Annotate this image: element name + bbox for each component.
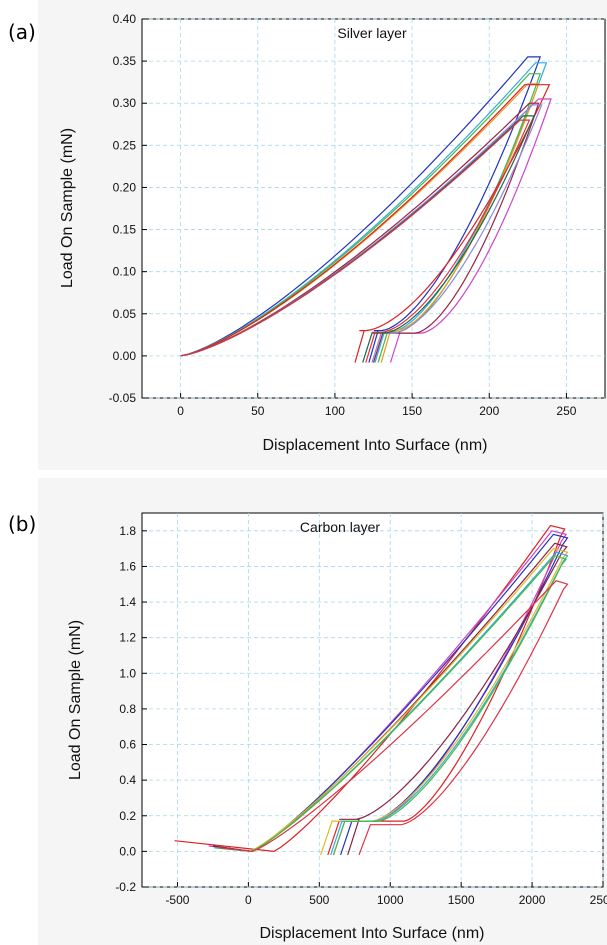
y-tick-label: 0.00: [113, 349, 137, 363]
x-tick-label: 250: [556, 404, 576, 418]
series-group: [180, 56, 552, 363]
y-tick-label: 0.0: [119, 844, 136, 858]
y-tick-label: -0.05: [109, 391, 137, 405]
series-line-7: [219, 580, 569, 856]
series-line-2: [212, 533, 569, 856]
x-tick-label: 1000: [377, 893, 404, 907]
x-tick-label: 200: [479, 404, 499, 418]
y-tick-label: 0.10: [113, 265, 137, 279]
y-tick-label: 1.4: [119, 595, 136, 609]
x-tick-label: 100: [325, 404, 345, 418]
series-line-6: [215, 555, 568, 856]
panel-b-letter: (b): [8, 512, 37, 536]
x-tick-label: 0: [245, 893, 252, 907]
y-tick-label: 0.6: [119, 738, 136, 752]
y-axis-label: Load On Sample (mN): [59, 128, 76, 288]
y-tick-label: 0.8: [119, 702, 136, 716]
chart-panel-1: -500 0 500 1000 1500 2000 2500 -0.2 0.0 0.2 0.4 0.6…: [67, 512, 607, 942]
series-group: [174, 524, 569, 856]
panel-a-letter: (a): [8, 20, 36, 44]
x-axis-label: Displacement Into Surface (nm): [263, 437, 488, 454]
y-tick-label: 0.25: [113, 138, 137, 152]
y-tick-label: 0.15: [113, 223, 137, 237]
series-line-0: [180, 56, 542, 363]
panel-annotation: Carbon layer: [300, 519, 380, 535]
y-tick-label: 1.0: [119, 666, 136, 680]
y-tick-label: 1.2: [119, 631, 136, 645]
y-tick-label: -0.2: [115, 880, 136, 894]
series-line-4: [180, 84, 551, 363]
x-tick-label: 150: [402, 404, 422, 418]
y-tick-label: 0.20: [113, 180, 137, 194]
plot-frame: [141, 18, 606, 399]
y-tick-label: 0.4: [119, 773, 136, 787]
y-tick-label: 1.8: [119, 524, 136, 538]
x-tick-label: 2500: [590, 893, 607, 907]
x-tick-label: 0: [177, 404, 184, 418]
x-tick-label: 2000: [519, 893, 546, 907]
series-line-9: [180, 119, 531, 363]
chart-panel-0: 0 50 100 150 200 250 -0.05 0.00 0.05 0.10 0.15 0.20…: [59, 12, 606, 454]
y-tick-label: 0.2: [119, 809, 136, 823]
y-tick-label: 0.40: [113, 12, 137, 26]
panel-annotation: Silver layer: [337, 25, 407, 41]
y-tick-label: 0.05: [113, 307, 137, 321]
y-tick-label: 0.30: [113, 96, 137, 110]
series-line-6: [180, 102, 540, 363]
x-tick-label: 500: [309, 893, 329, 907]
x-tick-label: -500: [165, 893, 189, 907]
x-axis-label: Displacement Into Surface (nm): [260, 925, 485, 942]
x-tick-label: 50: [251, 404, 265, 418]
x-tick-label: 1500: [448, 893, 475, 907]
series-line-0: [174, 524, 566, 856]
y-tick-label: 1.6: [119, 559, 136, 573]
series-line-1: [180, 62, 548, 363]
y-axis-label: Load On Sample (mN): [67, 620, 84, 780]
y-tick-label: 0.35: [113, 54, 137, 68]
